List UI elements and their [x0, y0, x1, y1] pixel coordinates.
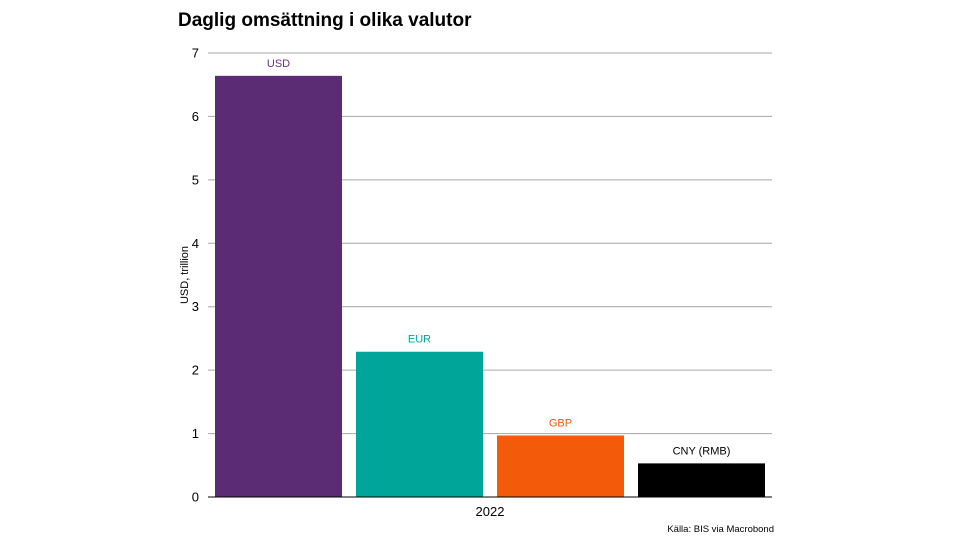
- y-tick-label: 3: [192, 299, 199, 314]
- y-tick-label: 0: [192, 490, 199, 505]
- bar-label: EUR: [408, 334, 431, 346]
- y-tick-label: 5: [192, 172, 199, 187]
- y-tick-label: 1: [192, 426, 199, 441]
- bars: [215, 75, 765, 497]
- bar-gbp: [497, 435, 624, 497]
- bar-labels: USD EUR GBP CNY (RMB): [267, 58, 731, 458]
- bar-eur: [356, 351, 483, 497]
- x-category-label: 2022: [476, 504, 505, 519]
- bar-label: CNY (RMB): [673, 445, 731, 457]
- y-axis-ticks: 0 1 2 3 4 5 6 7: [192, 46, 199, 505]
- y-tick-label: 6: [192, 109, 199, 124]
- y-tick-label: 4: [192, 236, 199, 251]
- bar-cny-rmb: [638, 463, 765, 497]
- y-tick-label: 2: [192, 363, 199, 378]
- chart-title: Daglig omsättning i olika valutor: [178, 10, 472, 31]
- bar-label: USD: [267, 58, 290, 70]
- y-tick-label: 7: [192, 46, 199, 61]
- grid-lines: [208, 52, 772, 435]
- source-note: Källa: BIS via Macrobond: [667, 524, 774, 535]
- bar-usd: [215, 75, 342, 497]
- bar-label: GBP: [549, 417, 572, 429]
- y-axis-label: USD, trillion: [179, 246, 191, 304]
